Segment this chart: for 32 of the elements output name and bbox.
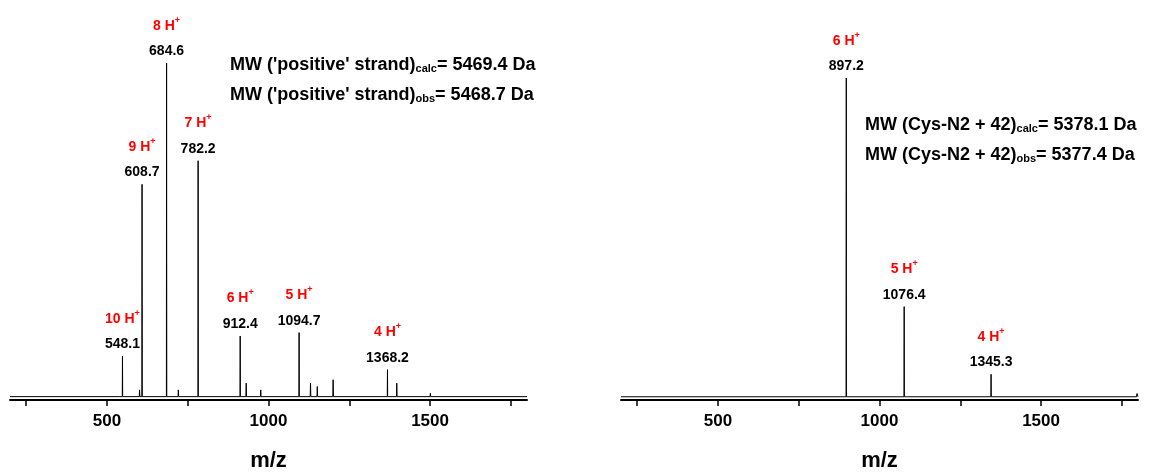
x-tick-label: 500	[703, 411, 733, 430]
annotation: 5 H+	[890, 258, 918, 277]
annotation: MW (Cys-N2 + 42)calc= 5378.1 Da	[865, 114, 1138, 134]
annotation: 782.2	[180, 139, 216, 156]
annotation: 7 H+	[184, 112, 212, 131]
x-axis-title: m/z	[861, 446, 898, 472]
annotation: MW ('positive' strand)calc= 5469.4 Da	[230, 54, 537, 74]
x-tick-label: 1000	[860, 411, 899, 430]
annotation: 4 H+	[373, 321, 401, 340]
annotation: 5 H+	[285, 284, 313, 303]
annotation: 6 H+	[832, 29, 860, 48]
annotation: 1094.7	[277, 311, 321, 328]
annotation: 10 H+	[105, 307, 140, 326]
annotation: MW (Cys-N2 + 42)obs= 5377.4 Da	[865, 144, 1136, 164]
annotation: 8 H+	[153, 14, 181, 33]
annotation: 684.6	[149, 42, 185, 58]
x-tick-label: 1500	[411, 411, 449, 430]
annotation: 4 H+	[977, 325, 1005, 344]
annotation: 897.2	[828, 57, 865, 73]
x-tick-label: 1500	[1022, 411, 1060, 430]
annotation: 1076.4	[882, 285, 926, 302]
x-tick-label: 1000	[249, 411, 288, 430]
x-tick-label: 500	[92, 411, 122, 430]
annotation: 1368.2	[366, 348, 410, 365]
annotation: 608.7	[124, 163, 160, 180]
annotation: 9 H+	[128, 135, 156, 154]
annotation: 912.4	[222, 314, 258, 331]
annotation: 548.1	[104, 335, 141, 352]
annotation: MW ('positive' strand)obs= 5468.7 Da	[230, 84, 535, 104]
annotation: 1345.3	[969, 353, 1013, 370]
annotation: 6 H+	[226, 287, 254, 306]
x-axis-title: m/z	[250, 446, 287, 472]
